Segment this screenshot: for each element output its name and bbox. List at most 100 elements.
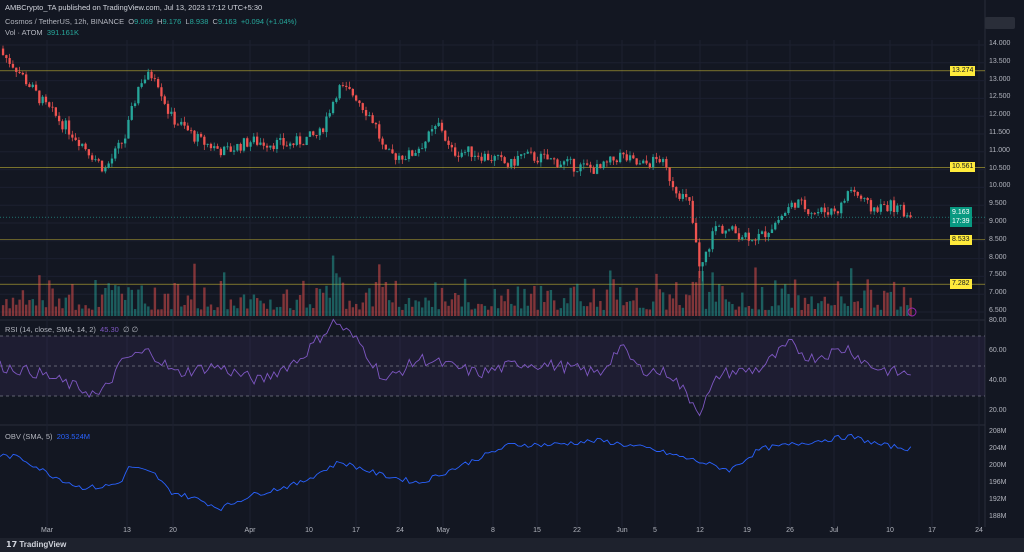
volume-bar — [688, 295, 691, 316]
candle-body — [470, 146, 473, 157]
volume-bar — [338, 277, 341, 316]
volume-bar — [506, 289, 510, 316]
volume-bar — [38, 275, 41, 316]
volume-bar — [54, 306, 58, 316]
candle-body — [127, 119, 130, 139]
price-axis-label: 14.000 — [989, 40, 1011, 47]
candle-body — [718, 225, 721, 227]
symbol-name[interactable]: Cosmos / TetherUS, 12h, BINANCE — [5, 17, 125, 26]
volume-bar — [318, 288, 322, 316]
obv-axis-label: 188M — [989, 513, 1007, 520]
candle-body — [374, 123, 378, 125]
candle-body — [879, 204, 882, 212]
volume-bar — [388, 300, 391, 316]
volume-bar — [407, 297, 411, 316]
volume-bar — [94, 279, 97, 316]
volume-bar — [661, 292, 665, 316]
volume-bar — [289, 308, 292, 316]
volume-bar — [477, 303, 480, 316]
volume-bar — [553, 300, 556, 316]
low-label: L — [185, 17, 190, 26]
settings-button[interactable] — [985, 17, 1015, 29]
volume-bar — [635, 287, 638, 316]
volume-bar — [110, 290, 114, 316]
rsi-legend[interactable]: RSI (14, close, SMA, 14, 2) 45.30 ∅ ∅ — [5, 325, 138, 334]
volume-bar — [500, 295, 503, 316]
volume-bar — [209, 304, 213, 316]
candle-body — [675, 187, 678, 194]
candle-body — [401, 155, 404, 160]
volume-bar — [810, 296, 813, 316]
tradingview-logo[interactable]: 𝟭𝟳 TradingView — [6, 540, 66, 549]
volume-bar — [91, 309, 94, 316]
volume-bar — [364, 292, 368, 316]
obv-axis-label: 208M — [989, 428, 1007, 435]
candle-body — [602, 161, 605, 169]
volume-bar — [599, 301, 602, 316]
candle-body — [493, 156, 496, 161]
volume-bar — [401, 309, 404, 316]
volume-bar — [381, 286, 384, 316]
time-axis-label: 24 — [396, 527, 404, 534]
candle-body — [757, 233, 760, 241]
volume-bar — [698, 271, 701, 316]
candle-body — [866, 197, 869, 201]
volume-bar — [196, 308, 199, 316]
candle-body — [642, 160, 645, 164]
volume-bar — [595, 306, 599, 316]
volume-bar — [15, 304, 18, 316]
candle-body — [655, 156, 658, 160]
volume-bar — [351, 307, 355, 316]
candle-body — [516, 155, 519, 166]
time-axis-label: Jun — [616, 527, 628, 534]
candle-body — [823, 207, 826, 213]
volume-bar — [731, 304, 734, 316]
rsi-label: RSI (14, close, SMA, 14, 2) — [5, 325, 96, 334]
candle-body — [417, 148, 420, 153]
candle-body — [223, 146, 226, 156]
volume-bar — [460, 306, 463, 316]
volume-bar — [718, 284, 721, 316]
candle-body — [358, 100, 361, 104]
volume-bar — [8, 308, 11, 316]
volume-bar — [777, 305, 780, 316]
volume-bar — [685, 294, 688, 316]
volume-bar — [279, 306, 282, 316]
candle-body — [265, 145, 269, 148]
price-axis-label: 12.500 — [989, 93, 1011, 101]
obv-value: 203.524M — [56, 432, 91, 441]
volume-bar — [876, 304, 879, 316]
candle-body — [378, 124, 381, 139]
candle-body — [609, 156, 612, 163]
volume-bar — [107, 283, 110, 316]
candle-body — [833, 208, 836, 212]
volume-bar — [130, 289, 133, 316]
volume-bar — [909, 297, 912, 316]
volume-bar — [25, 304, 28, 316]
candle-body — [434, 126, 437, 130]
volume-bar — [741, 292, 744, 316]
candle-body — [140, 83, 143, 87]
price-axis-label: 9.000 — [989, 218, 1007, 225]
candle-body — [487, 153, 490, 160]
obv-legend[interactable]: OBV (SMA, 5) 203.524M — [5, 432, 90, 441]
candle-body — [510, 158, 513, 167]
candle-body — [625, 154, 628, 161]
candle-body — [632, 155, 635, 159]
candle-body — [216, 146, 219, 149]
volume-bar — [328, 297, 331, 316]
candle-body — [751, 239, 754, 241]
volume-bar — [691, 281, 694, 316]
volume-label[interactable]: Vol · ATOM — [5, 28, 43, 37]
candle-body — [589, 164, 592, 168]
bar-countdown: 17:39 — [952, 218, 970, 226]
volume-bar — [137, 289, 140, 316]
volume-bar — [467, 302, 470, 316]
volume-bar — [315, 287, 318, 316]
candle-body — [170, 111, 173, 114]
candle-body — [817, 212, 820, 214]
volume-bar — [869, 289, 873, 316]
volume-bar — [440, 287, 444, 316]
candle-body — [143, 79, 147, 84]
